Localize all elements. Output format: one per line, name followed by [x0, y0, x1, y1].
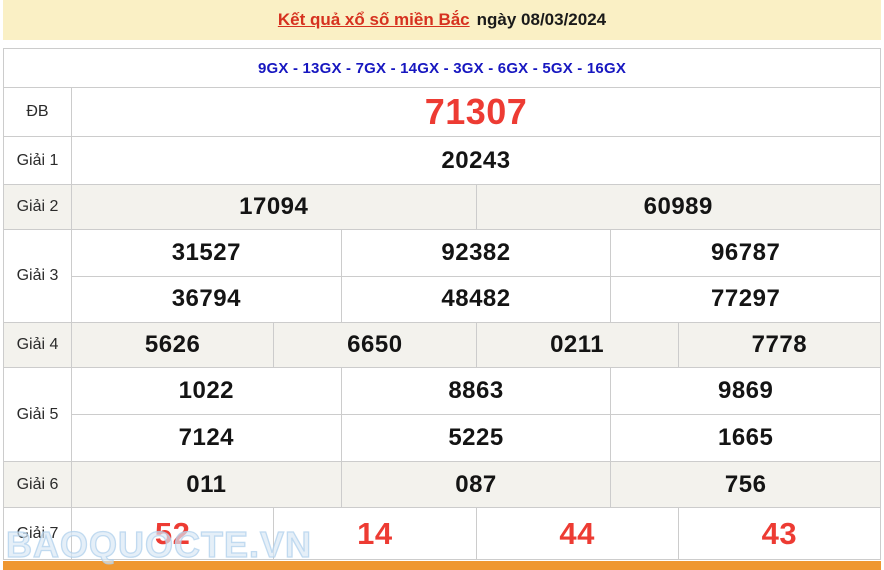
number-g7-1: 52: [154, 515, 191, 551]
bottom-accent-bar: [3, 561, 881, 570]
number-g4-2: 6650: [273, 323, 475, 367]
prize-label-db: ĐB: [4, 88, 72, 136]
number-g3-3: 96787: [610, 230, 880, 276]
row-prize-5: Giải 5 1022 8863 9869 7124 5225 1665: [4, 367, 880, 461]
stations-row: 9GX - 13GX - 7GX - 14GX - 3GX - 6GX - 5G…: [4, 49, 880, 87]
prize-label-3: Giải 3: [4, 230, 72, 322]
number-g6-3: 756: [610, 462, 880, 507]
number-g2-2: 60989: [475, 185, 881, 229]
row-prize-6: Giải 6 011 087 756: [4, 461, 880, 507]
row-prize-3: Giải 3 31527 92382 96787 36794 48482 772…: [4, 229, 880, 322]
prize-label-5: Giải 5: [4, 368, 72, 461]
results-table: 9GX - 13GX - 7GX - 14GX - 3GX - 6GX - 5G…: [3, 48, 881, 560]
number-g7-2: 14: [273, 508, 475, 559]
title-banner: Kết quả xổ số miền Bắc ngày 08/03/2024: [3, 0, 881, 40]
row-special-prize: ĐB 71307: [4, 87, 880, 136]
number-g5-3: 9869: [610, 368, 880, 414]
number-g1: 20243: [441, 146, 511, 174]
number-g3-5: 48482: [340, 276, 611, 322]
prize-label-2: Giải 2: [4, 185, 72, 229]
row-prize-7: Giải 7 52 14 44 43: [4, 507, 880, 559]
number-g3-4: 36794: [171, 285, 241, 313]
prize-label-6: Giải 6: [4, 462, 72, 507]
row-prize-2: Giải 2 17094 60989: [4, 184, 880, 229]
number-g3-1: 31527: [171, 238, 241, 266]
row-prize-4: Giải 4 5626 6650 0211 7778: [4, 322, 880, 367]
title-date: ngày 08/03/2024: [476, 10, 607, 29]
number-g5-1: 1022: [178, 377, 235, 404]
number-g5-6: 1665: [610, 415, 880, 461]
number-g5-5: 5225: [340, 415, 611, 461]
number-g7-4: 43: [677, 508, 880, 559]
number-g4-4: 7778: [677, 323, 880, 367]
prize-label-7: Giải 7: [4, 508, 72, 559]
stations-text: 9GX - 13GX - 7GX - 14GX - 3GX - 6GX - 5G…: [257, 59, 627, 77]
number-g5-4: 7124: [178, 424, 235, 451]
prize-label-1: Giải 1: [4, 137, 72, 184]
number-g5-2: 8863: [340, 368, 611, 414]
title-link[interactable]: Kết quả xổ số miền Bắc: [277, 10, 470, 29]
number-g6-2: 087: [340, 462, 611, 507]
number-db: 71307: [424, 91, 528, 132]
row-prize-1: Giải 1 20243: [4, 136, 880, 184]
number-g4-1: 5626: [144, 331, 201, 358]
number-g3-2: 92382: [340, 230, 611, 276]
prize-label-4: Giải 4: [4, 323, 72, 367]
number-g6-1: 011: [186, 470, 227, 498]
number-g7-3: 44: [475, 508, 678, 559]
number-g2-1: 17094: [239, 193, 309, 220]
number-g3-6: 77297: [610, 276, 880, 322]
number-g4-3: 0211: [475, 323, 678, 367]
